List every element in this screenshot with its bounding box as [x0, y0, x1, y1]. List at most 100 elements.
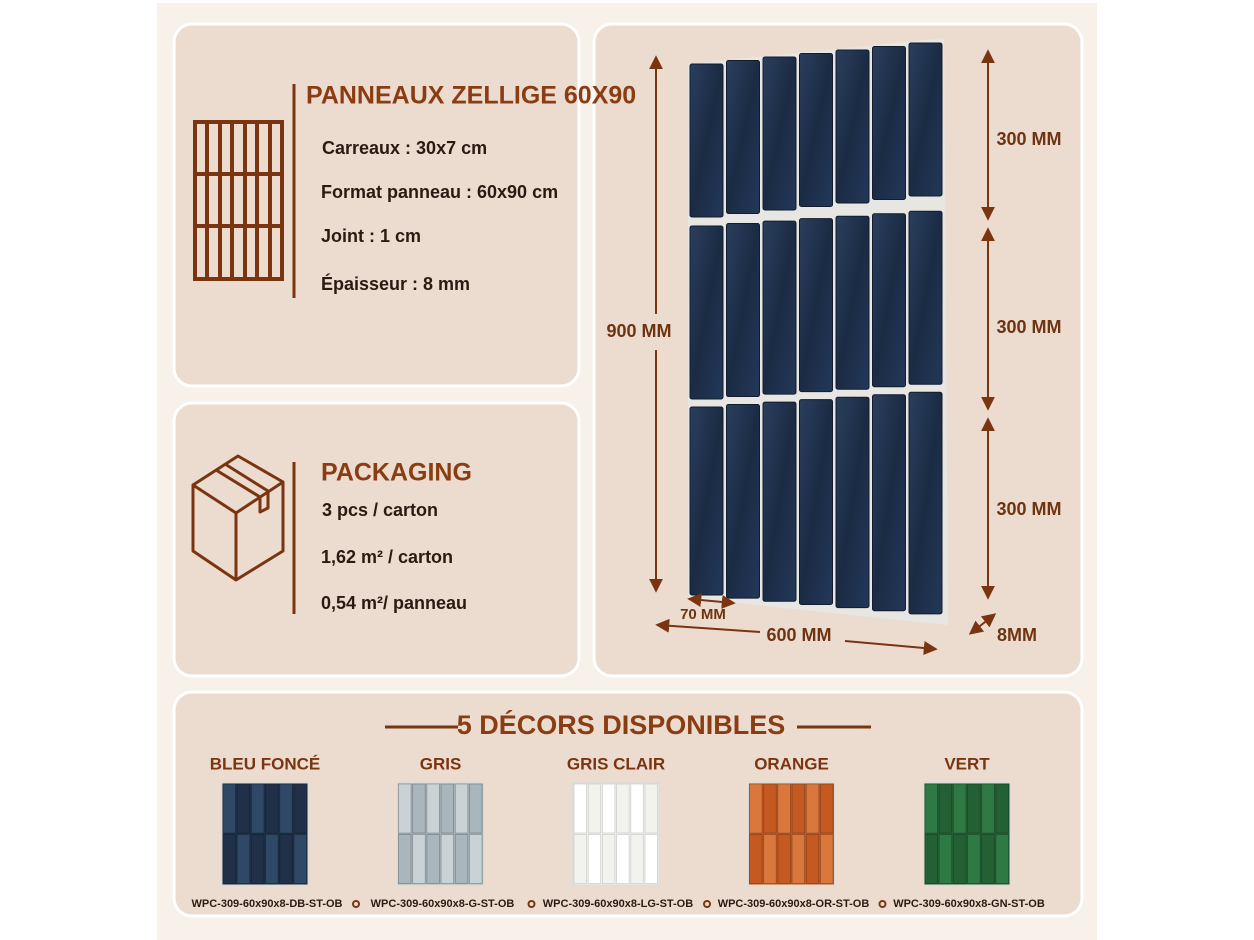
swatch-tile — [630, 834, 644, 884]
swatch-tile — [236, 834, 251, 884]
swatch-tile — [820, 783, 834, 834]
swatch-tile — [587, 834, 602, 884]
swatch-tile — [279, 783, 293, 834]
swatch-tile — [412, 783, 426, 834]
tile — [835, 215, 870, 390]
packaging-item: 1,62 m² / carton — [321, 547, 453, 567]
swatch-tile — [938, 783, 953, 834]
swatch-tile — [222, 834, 236, 884]
swatch-tile — [763, 834, 777, 884]
tile — [726, 404, 760, 599]
decor-name: VERT — [944, 754, 990, 773]
swatch-tile — [777, 783, 791, 834]
dimension-label: 70 MM — [680, 606, 726, 623]
tile — [908, 391, 943, 615]
dimension-label: 8MM — [997, 625, 1037, 645]
tile — [762, 401, 797, 602]
swatch-tile — [279, 834, 293, 884]
dimension-arrow — [655, 618, 761, 633]
swatch-tile — [616, 834, 630, 884]
tile — [872, 46, 906, 200]
swatch-tile — [265, 834, 279, 884]
packaging-item: 3 pcs / carton — [322, 500, 438, 520]
decor-code: WPC-309-60x90x8-LG-ST-OB — [543, 898, 693, 910]
tile — [835, 396, 870, 609]
bullet — [878, 900, 887, 908]
swatch-tile — [749, 783, 763, 834]
bullet — [352, 900, 360, 908]
swatch-tile — [426, 783, 440, 834]
swatch-tile — [791, 834, 805, 884]
swatch-tile — [805, 834, 820, 884]
decor-name: BLEU FONCÉ — [210, 754, 321, 773]
panel-illustration — [688, 38, 948, 625]
swatch-tile — [573, 783, 587, 834]
tile — [689, 406, 724, 596]
dimension-arrow — [844, 640, 938, 655]
swatch-tile — [791, 783, 805, 834]
swatch-tile — [924, 783, 938, 834]
swatch-tile — [469, 834, 483, 884]
swatch-tile — [616, 783, 630, 834]
tile — [762, 56, 797, 211]
tile — [799, 53, 833, 207]
dimension-label: 300 MM — [996, 129, 1061, 149]
decor-code: WPC-309-60x90x8-G-ST-OB — [371, 898, 515, 910]
tile — [908, 42, 943, 197]
swatch-tile — [749, 834, 763, 884]
spec-item: Épaisseur : 8 mm — [321, 273, 470, 294]
spec-item: Carreaux : 30x7 cm — [322, 138, 487, 158]
swatch-tile — [440, 834, 455, 884]
decors-title: 5 DÉCORS DISPONIBLES — [457, 709, 786, 740]
tile — [689, 225, 724, 400]
swatch-tile — [250, 834, 265, 884]
spec-item: Format panneau : 60x90 cm — [321, 182, 558, 202]
swatch-tile — [995, 834, 1009, 884]
swatch-tile — [454, 783, 469, 834]
specs-title: PANNEAUX ZELLIGE 60X90 — [306, 82, 636, 110]
bullet — [527, 900, 536, 908]
dimension-arrow — [968, 613, 997, 635]
bullet — [703, 900, 711, 908]
swatch-tile — [454, 834, 469, 884]
swatch-tile — [440, 783, 455, 834]
swatch-tile — [293, 834, 307, 884]
swatch-tile — [981, 783, 995, 834]
swatch-tile — [265, 783, 279, 834]
decor-swatch — [221, 782, 309, 886]
tile — [908, 210, 943, 385]
decor-swatch — [397, 782, 484, 886]
specs-card — [172, 22, 581, 388]
spec-item: Joint : 1 cm — [321, 226, 421, 246]
swatch-tile — [573, 834, 587, 884]
packaging-item: 0,54 m²/ panneau — [321, 593, 467, 613]
decor-code: WPC-309-60x90x8-OR-ST-OB — [718, 898, 870, 910]
swatch-tile — [250, 783, 265, 834]
tile — [835, 49, 870, 204]
decor-code: WPC-309-60x90x8-GN-ST-OB — [893, 898, 1045, 910]
swatch-tile — [924, 834, 938, 884]
decor-swatch — [923, 782, 1011, 886]
dimension-label: 300 MM — [996, 499, 1061, 519]
swatch-tile — [953, 834, 967, 884]
swatch-tile — [412, 834, 426, 884]
swatch-tile — [938, 834, 953, 884]
decor-code: WPC-309-60x90x8-DB-ST-OB — [192, 898, 343, 910]
swatch-tile — [236, 783, 251, 834]
packaging-title: PACKAGING — [321, 459, 472, 487]
decor-list: BLEU FONCÉ WPC-309-60x90x8-DB-ST-OB GRIS WP… — [192, 754, 1045, 909]
swatch-tile — [981, 834, 995, 884]
swatch-tile — [222, 783, 236, 834]
swatch-tile — [469, 783, 483, 834]
decor-name: GRIS — [420, 754, 462, 773]
dimension-label: 600 MM — [766, 625, 831, 645]
box-icon — [191, 454, 285, 582]
swatch-tile — [602, 783, 616, 834]
tile — [799, 218, 833, 393]
swatch-tile — [426, 834, 440, 884]
tile — [799, 399, 833, 605]
swatch-tile — [293, 783, 307, 834]
swatch-tile — [630, 783, 644, 834]
dimension-label: 300 MM — [996, 317, 1061, 337]
swatch-tile — [602, 834, 616, 884]
